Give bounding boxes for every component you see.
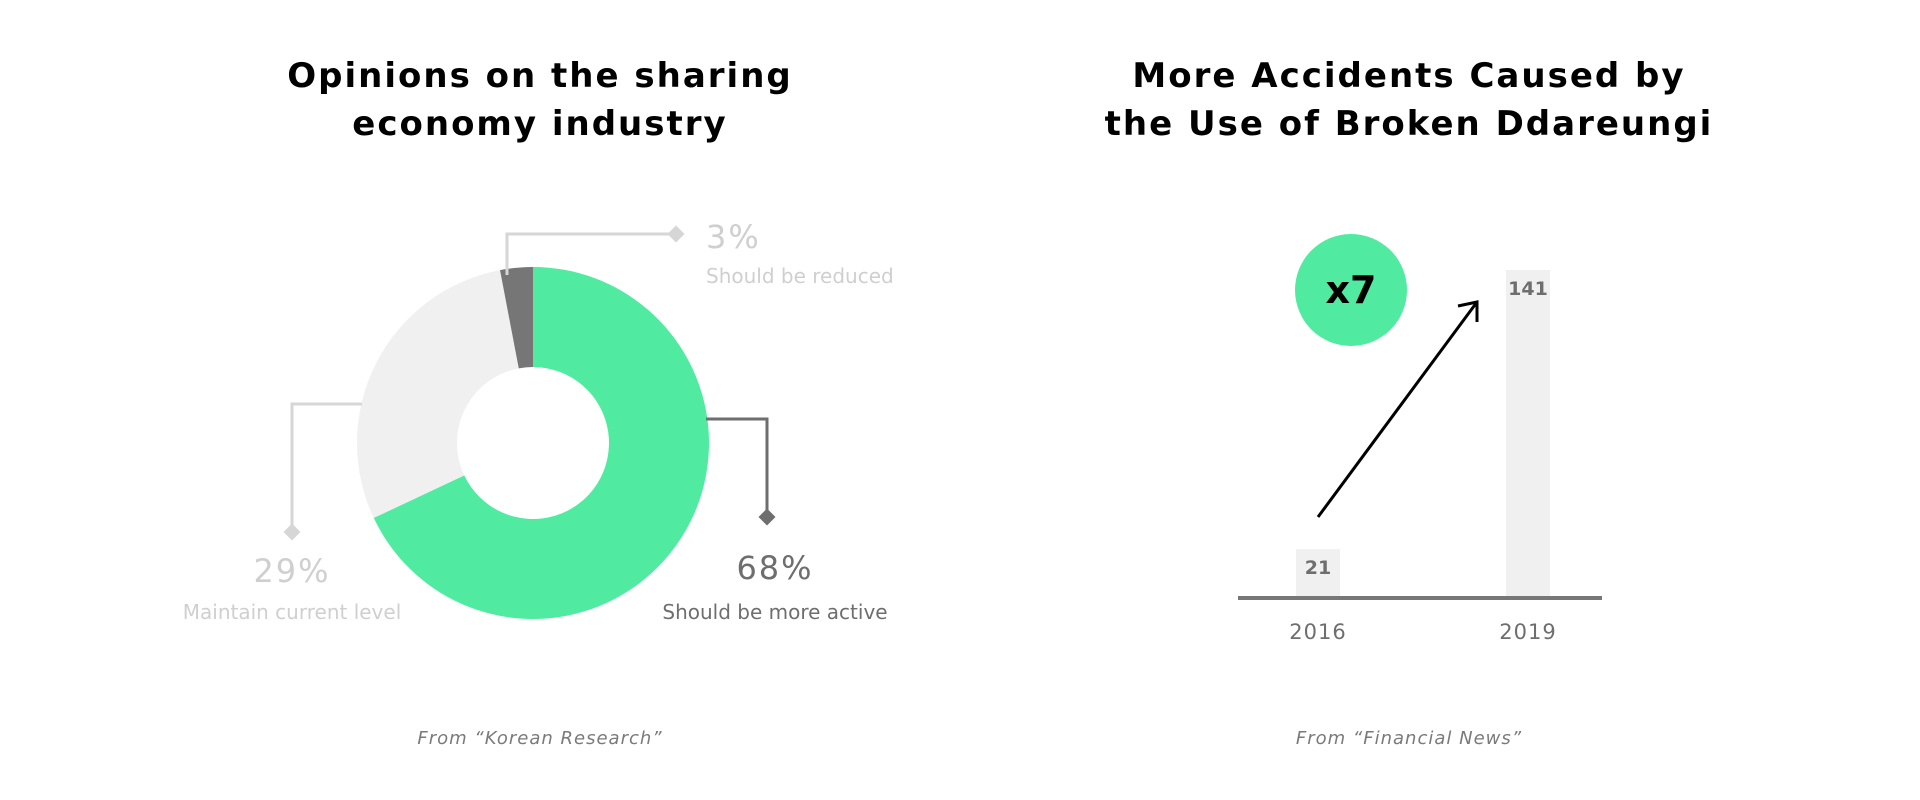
percent-maintain-current-level: 29% bbox=[253, 552, 331, 590]
diamond-icon bbox=[758, 508, 776, 526]
bar-title-line-2: the Use of Broken Ddareungi bbox=[1104, 104, 1714, 144]
bar-value-label: 141 bbox=[1508, 278, 1548, 300]
x-tick-label: 2016 bbox=[1289, 620, 1347, 644]
donut-source: From “Korean Research” bbox=[417, 728, 663, 749]
bar-title-line-1: More Accidents Caused by bbox=[1132, 56, 1686, 96]
donut-title-line-1: Opinions on the sharing bbox=[287, 56, 793, 96]
x-tick-label: 2019 bbox=[1499, 620, 1557, 644]
bars bbox=[1296, 270, 1550, 598]
multiplier-badge: x7 bbox=[1295, 234, 1407, 346]
bar-chart-title: More Accidents Caused by the Use of Brok… bbox=[1099, 52, 1719, 148]
connector-should-be-reduced bbox=[505, 232, 676, 275]
donut-slices bbox=[357, 267, 709, 619]
slice-should-be-reduced bbox=[500, 267, 533, 369]
bar-2016 bbox=[1296, 549, 1340, 598]
percent-should-be-more-active: 68% bbox=[736, 549, 814, 587]
slice-maintain-current-level bbox=[357, 270, 519, 518]
slice-should-be-more-active bbox=[373, 267, 709, 619]
connector-should-be-more-active bbox=[706, 417, 769, 517]
percent-should-be-reduced: 3% bbox=[706, 218, 761, 256]
donut-chart-title: Opinions on the sharing economy industry bbox=[230, 52, 850, 148]
bar-2019 bbox=[1506, 270, 1550, 598]
label-should-be-more-active: Should be more active bbox=[662, 600, 888, 624]
label-should-be-reduced: Should be reduced bbox=[706, 264, 894, 288]
diamond-icon bbox=[283, 523, 301, 541]
connector-maintain-current-level bbox=[290, 402, 362, 532]
arrow-up-right-icon bbox=[1316, 300, 1479, 518]
diamond-icon bbox=[667, 225, 685, 243]
donut-title-line-2: economy industry bbox=[352, 104, 728, 144]
bar-value-label: 21 bbox=[1304, 557, 1332, 580]
bar-source: From “Financial News” bbox=[1295, 728, 1523, 749]
label-maintain-current-level: Maintain current level bbox=[182, 600, 402, 624]
